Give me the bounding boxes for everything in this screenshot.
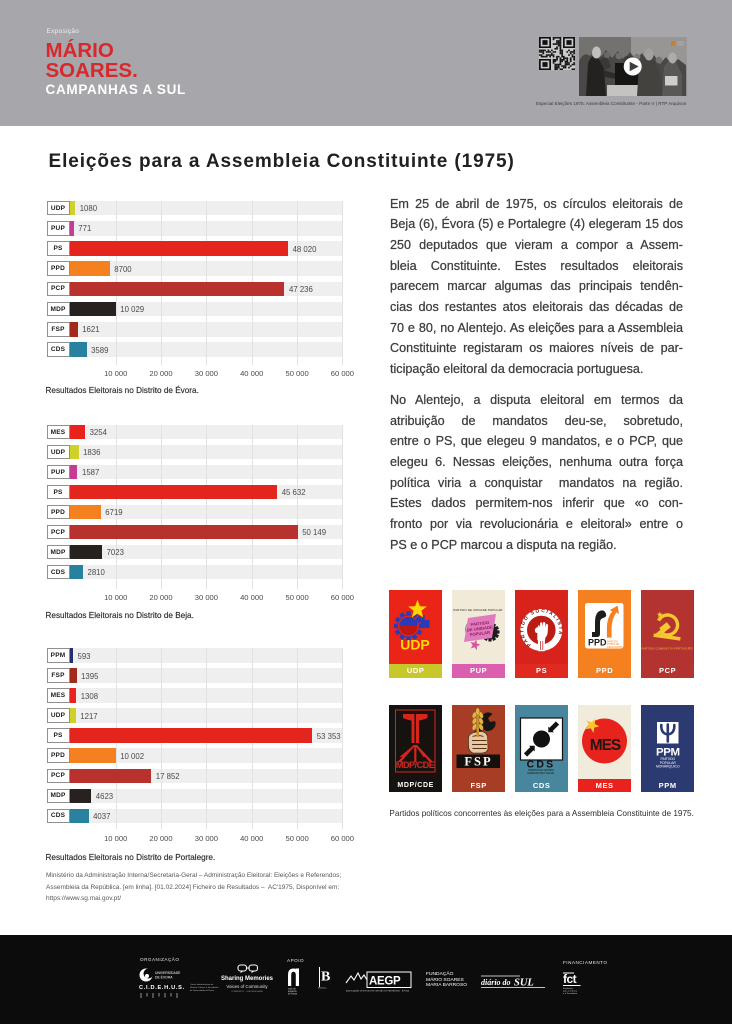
svg-text:de évora: de évora — [288, 993, 298, 996]
svg-text:B: B — [321, 970, 330, 985]
svg-text:PARTIDO COMUNISTA PORTUGUÊS: PARTIDO COMUNISTA PORTUGUÊS — [642, 645, 693, 650]
svg-text:UDP: UDP — [401, 636, 431, 652]
svg-text:PARTIDO: PARTIDO — [471, 620, 491, 627]
svg-text:CDS: CDS — [527, 759, 556, 770]
svg-text:DE ÉVORA: DE ÉVORA — [155, 975, 173, 980]
svg-text:rede de: rede de — [288, 988, 297, 991]
svg-text:SUL: SUL — [514, 978, 534, 989]
svg-text:PPM: PPM — [656, 746, 680, 758]
svg-text:DE UNIDADE: DE UNIDADE — [467, 624, 494, 632]
svg-text:ASSOCIAÇÃO DE ESTUDOS E GESTÃO: ASSOCIAÇÃO DE ESTUDOS E GESTÃO DO PATRIM… — [346, 990, 409, 993]
svg-text:MONÁRQUICO: MONÁRQUICO — [656, 764, 680, 768]
svg-text:diário do: diário do — [481, 978, 511, 987]
svg-text:DEMOCRATICO: DEMOCRATICO — [607, 645, 626, 649]
svg-text:PARTIDO: PARTIDO — [607, 639, 618, 643]
svg-text:MDP/CDE: MDP/CDE — [396, 760, 435, 770]
svg-text:fct: fct — [563, 972, 577, 986]
svg-text:DEMOCRATICO SOCIAL: DEMOCRATICO SOCIAL — [528, 771, 556, 774]
svg-text:MES: MES — [590, 737, 621, 754]
svg-text:Biblioteca: Biblioteca — [318, 987, 328, 990]
svg-text:UNIVERSIDADE: UNIVERSIDADE — [155, 971, 181, 975]
svg-text:AEGP: AEGP — [369, 976, 401, 988]
svg-text:POPULAR: POPULAR — [607, 642, 619, 646]
svg-text:POPULAR: POPULAR — [660, 760, 677, 764]
svg-text:FSP: FSP — [465, 754, 493, 768]
svg-text:PARTIDO DE UNIDADE POPULAR: PARTIDO DE UNIDADE POPULAR — [454, 608, 503, 612]
svg-text:POPULAR: POPULAR — [470, 630, 491, 637]
svg-text:PPD: PPD — [588, 637, 607, 647]
svg-text:para a Ciência: para a Ciência — [563, 989, 578, 992]
svg-text:PARTIDO: PARTIDO — [661, 757, 676, 761]
svg-text:Fundação: Fundação — [563, 987, 574, 990]
svg-text:PARTIDO DO CENTRO: PARTIDO DO CENTRO — [529, 769, 554, 772]
svg-text:arquivos: arquivos — [288, 990, 298, 993]
svg-text:e a Tecnologia: e a Tecnologia — [563, 993, 578, 994]
